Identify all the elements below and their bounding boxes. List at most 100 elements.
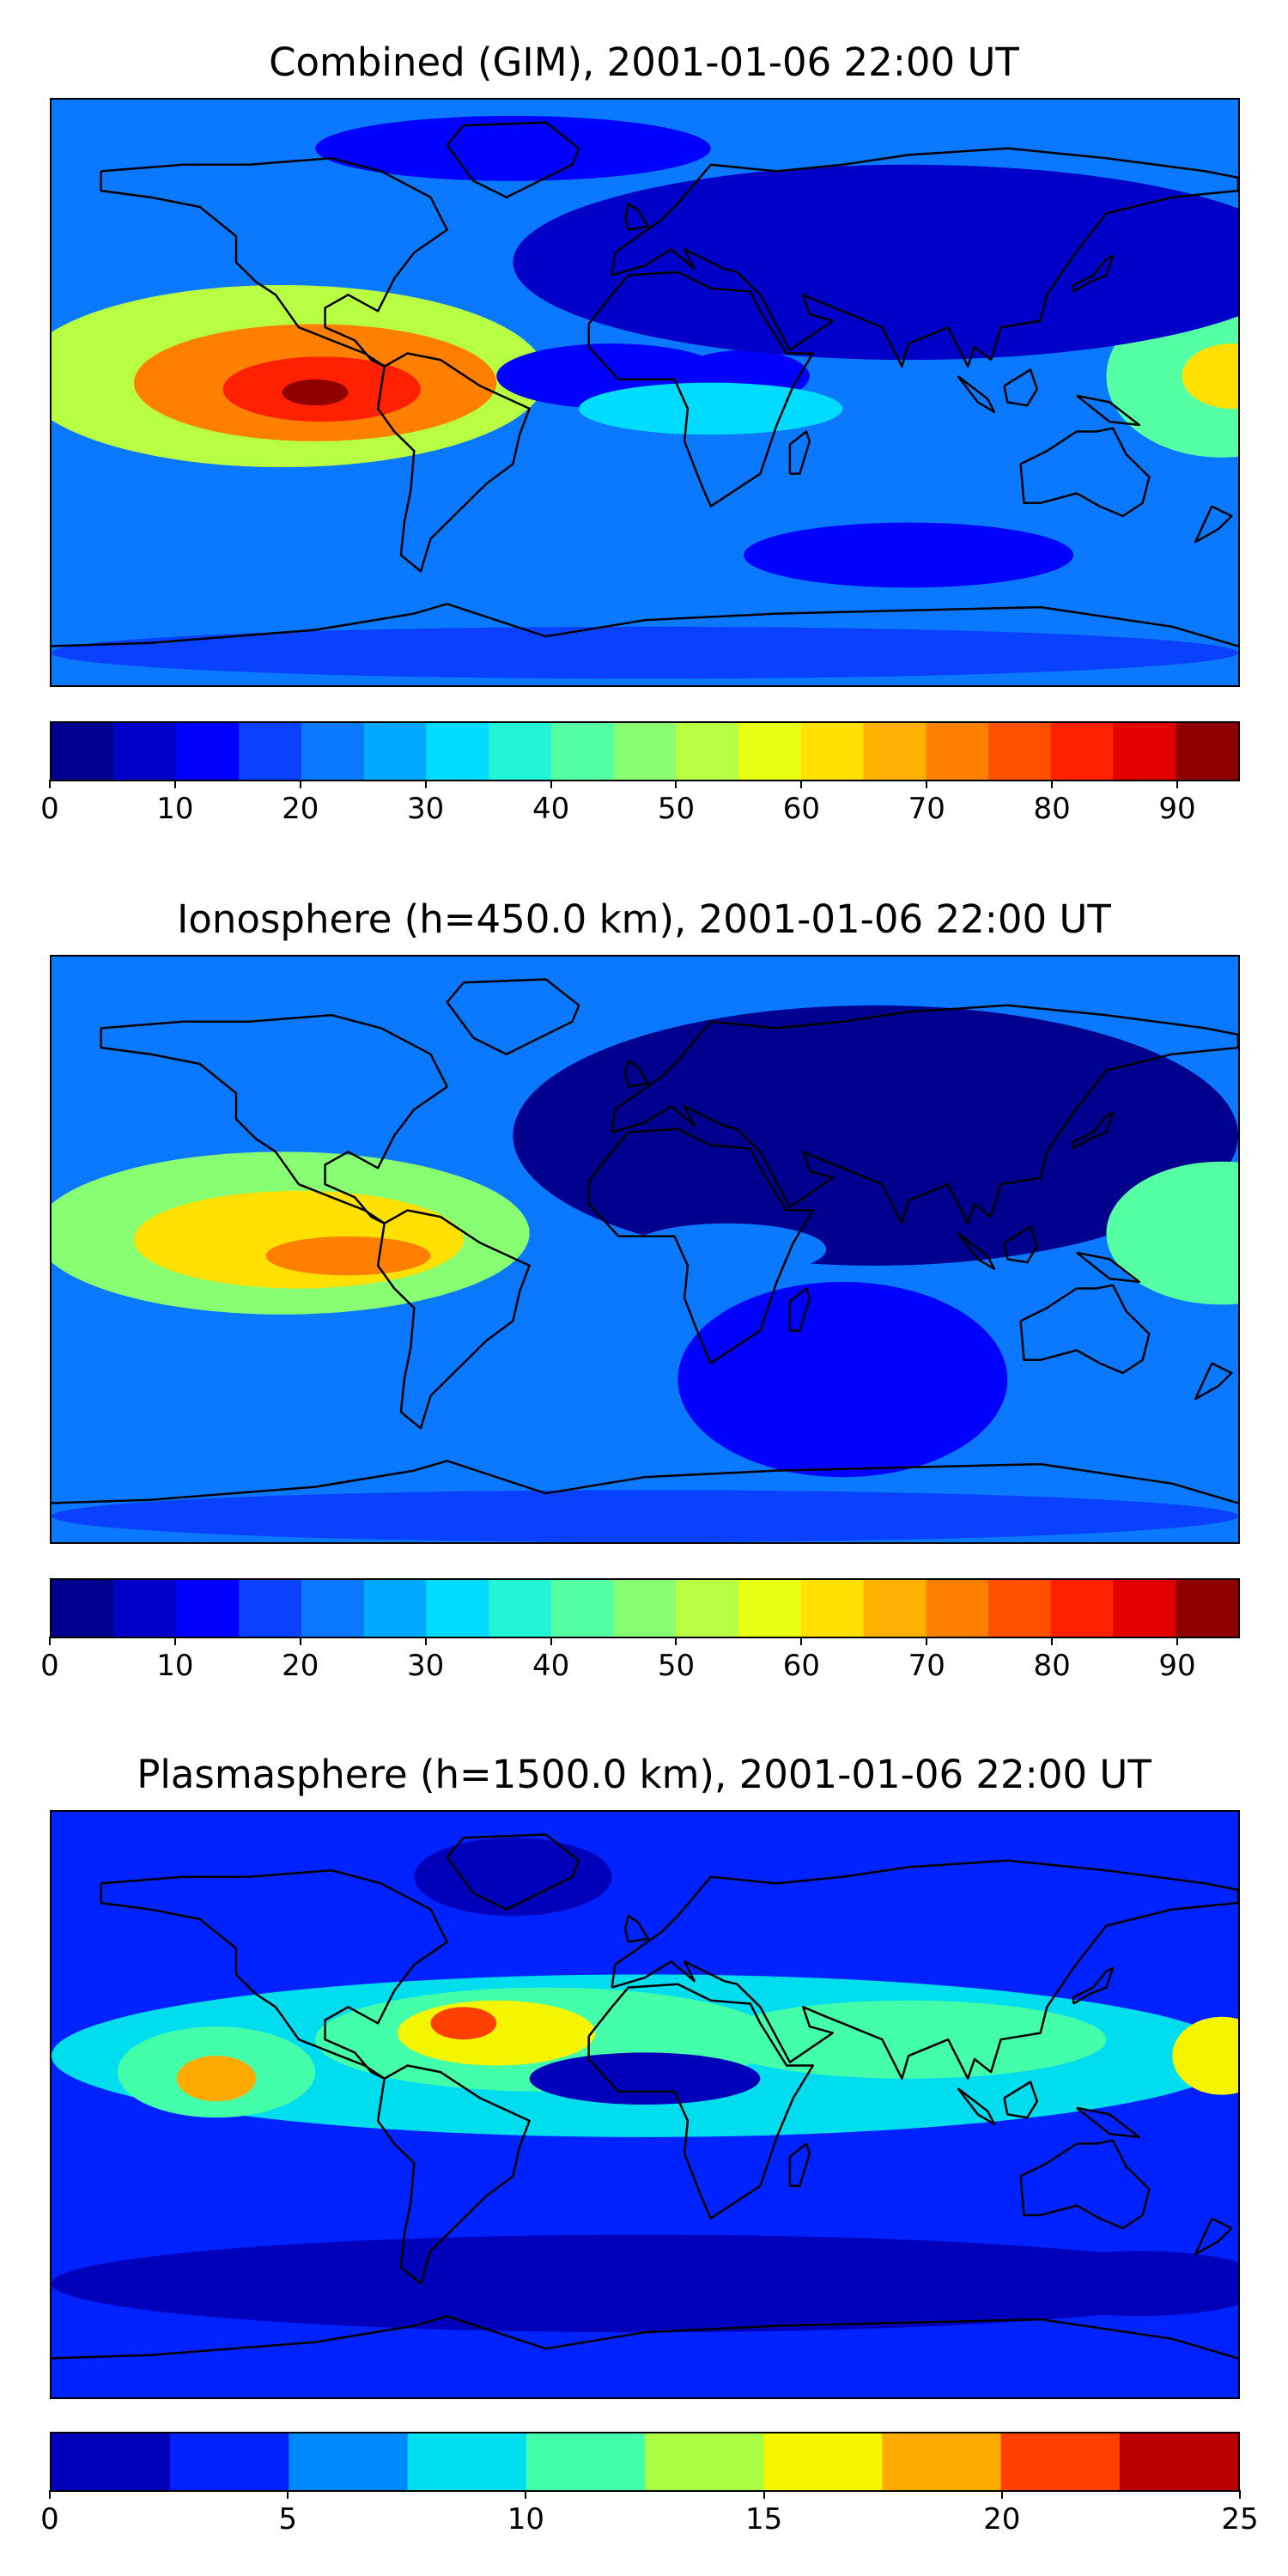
contour-region bbox=[513, 1005, 1238, 1266]
colorbar-swatch bbox=[613, 723, 677, 780]
coastline bbox=[623, 202, 650, 231]
colorbar-swatch bbox=[489, 1580, 552, 1637]
colorbar-tick-label: 5 bbox=[278, 2502, 298, 2537]
colorbar-swatch bbox=[289, 2433, 409, 2490]
coastline bbox=[1076, 1251, 1141, 1284]
contour-region bbox=[744, 522, 1074, 588]
contour-region bbox=[529, 2052, 761, 2105]
colorbar-swatch bbox=[882, 2433, 1002, 2490]
colorbar-swatch bbox=[988, 1580, 1052, 1637]
colorbar-swatches bbox=[52, 1580, 1238, 1637]
contour-region bbox=[52, 626, 1238, 679]
coastline bbox=[52, 1460, 1238, 1504]
colorbar-tick bbox=[287, 2490, 289, 2499]
coastline bbox=[623, 1914, 650, 1943]
coastline bbox=[1003, 368, 1039, 407]
colorbar bbox=[50, 721, 1240, 781]
coastline bbox=[446, 121, 580, 198]
colorbar-swatches bbox=[52, 723, 1238, 780]
coastline bbox=[100, 156, 448, 368]
colorbar-tick-label: 0 bbox=[40, 1649, 59, 1683]
coastline bbox=[611, 1859, 1238, 2080]
contour-region bbox=[1007, 2251, 1238, 2317]
coastline bbox=[788, 2142, 811, 2187]
colorbar-tick-label: 40 bbox=[532, 792, 570, 826]
contour-region bbox=[398, 2000, 596, 2066]
colorbar-tick-label: 80 bbox=[1033, 1649, 1071, 1683]
colorbar-swatch bbox=[763, 2433, 883, 2490]
colorbar-swatch bbox=[863, 1580, 927, 1637]
world-map bbox=[50, 1810, 1240, 2399]
colorbar-tick-label: 20 bbox=[282, 1649, 319, 1683]
contour-region bbox=[579, 382, 843, 435]
colorbar-tick-label: 0 bbox=[40, 2502, 59, 2537]
colorbar-swatch bbox=[176, 1580, 240, 1637]
colorbar-swatch bbox=[301, 1580, 365, 1637]
colorbar-tick bbox=[926, 1637, 928, 1645]
coastline bbox=[1072, 254, 1115, 293]
tec-contour-map bbox=[52, 100, 1238, 685]
colorbar-tick bbox=[299, 780, 301, 788]
contour-region bbox=[414, 1838, 612, 1917]
colorbar-tick bbox=[926, 780, 928, 788]
coastline bbox=[1003, 2081, 1039, 2119]
coastline bbox=[957, 2087, 996, 2125]
colorbar-swatch bbox=[426, 1580, 489, 1637]
coastline bbox=[1194, 1362, 1233, 1400]
coastline bbox=[376, 2064, 531, 2285]
colorbar-tick-label: 60 bbox=[782, 1649, 820, 1683]
colorbar-tick-label: 80 bbox=[1033, 792, 1071, 826]
coastline bbox=[376, 352, 531, 573]
coastline bbox=[446, 978, 580, 1055]
colorbar-ticks: 0 10 20 30 40 50 60 70 80 90 bbox=[40, 1637, 1240, 1688]
contour-region bbox=[1182, 343, 1238, 409]
colorbar-swatch bbox=[489, 723, 552, 780]
contour-region bbox=[677, 1281, 1008, 1478]
contour-region bbox=[1106, 1161, 1238, 1305]
colorbar-swatch bbox=[1176, 723, 1238, 780]
contour-region bbox=[315, 115, 711, 181]
contour-region bbox=[513, 164, 1238, 361]
colorbar-tick bbox=[49, 2490, 51, 2499]
coastline bbox=[1019, 2139, 1151, 2230]
colorbar-swatch bbox=[550, 723, 615, 780]
colorbar-tick bbox=[173, 1637, 176, 1645]
colorbar-tick bbox=[1176, 1637, 1179, 1645]
contour-region bbox=[176, 2056, 257, 2102]
colorbar-tick bbox=[1239, 2490, 1241, 2499]
colorbar-tick-label: 60 bbox=[782, 792, 820, 826]
contour-region bbox=[628, 1223, 827, 1276]
colorbar-swatch bbox=[526, 2433, 646, 2490]
contour-region bbox=[710, 2000, 1107, 2079]
colorbar-tick bbox=[424, 780, 427, 788]
contour-region bbox=[133, 1190, 464, 1289]
coastline bbox=[1019, 1284, 1151, 1375]
coastline bbox=[446, 1833, 580, 1911]
colorbar-swatch bbox=[113, 723, 178, 780]
coastline bbox=[957, 1232, 996, 1270]
colorbar-tick-label: 0 bbox=[40, 792, 59, 826]
colorbar-tick bbox=[1176, 780, 1179, 788]
coastline bbox=[587, 270, 815, 507]
colorbar-tick bbox=[550, 1637, 552, 1645]
contour-region bbox=[645, 2136, 711, 2170]
colorbar-swatch bbox=[407, 2433, 527, 2490]
colorbar-swatch bbox=[800, 1580, 865, 1637]
colorbar-swatch bbox=[800, 723, 865, 780]
colorbar-swatch bbox=[170, 2433, 289, 2490]
colorbar-swatch bbox=[926, 723, 989, 780]
colorbar-tick bbox=[550, 780, 552, 788]
colorbar-tick bbox=[525, 2490, 527, 2499]
coastline bbox=[1019, 427, 1151, 518]
colorbar-swatches bbox=[52, 2433, 1238, 2490]
colorbar-tick-label: 50 bbox=[657, 1649, 696, 1683]
colorbar-tick-label: 40 bbox=[532, 1649, 570, 1683]
colorbar-swatch bbox=[176, 723, 240, 780]
colorbar-swatch bbox=[645, 2433, 764, 2490]
coastline bbox=[1072, 1966, 1115, 2005]
colorbar-swatch bbox=[1050, 1580, 1115, 1637]
colorbar-swatch bbox=[239, 1580, 302, 1637]
colorbar-tick bbox=[762, 2490, 765, 2499]
colorbar-swatch bbox=[363, 1580, 428, 1637]
colorbar-swatch bbox=[1000, 2433, 1121, 2490]
